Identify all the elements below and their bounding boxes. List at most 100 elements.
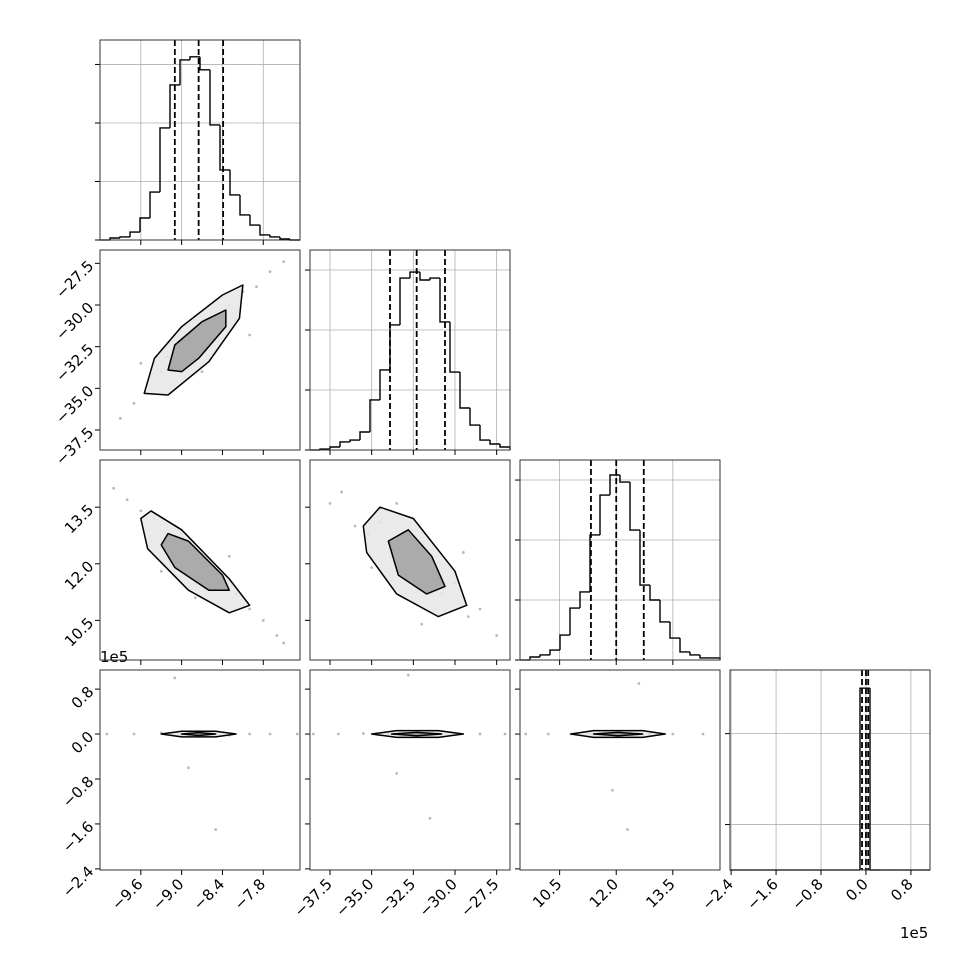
histogram-bin (239, 194, 250, 216)
sample-point (282, 260, 286, 264)
histogram-bin (459, 372, 470, 409)
histogram-bin (629, 482, 640, 531)
sample-point (637, 682, 641, 685)
contour (180, 731, 217, 737)
histogram-bin (109, 237, 120, 240)
panel-frame (99, 669, 301, 871)
sample-point (268, 270, 272, 274)
histogram-bin (469, 408, 480, 426)
sample-point (478, 607, 482, 611)
histogram-bin (449, 321, 460, 373)
y-tick-label: 12.0 (61, 557, 97, 593)
sample-point (428, 816, 432, 820)
histogram-bin (549, 649, 560, 655)
histogram-bin (379, 369, 390, 400)
histogram-bin (669, 621, 680, 639)
sample-point (261, 618, 265, 622)
y-tick-label: 10.5 (61, 614, 97, 650)
histogram-bin (199, 56, 210, 71)
sample-point (626, 828, 629, 831)
histogram-bin (139, 217, 150, 233)
sample-point (353, 524, 357, 528)
sample-point (200, 370, 204, 374)
y-tick-label: −1.6 (59, 818, 97, 856)
sample-point (503, 732, 507, 736)
histogram-bin (189, 56, 200, 60)
sample-point (466, 615, 470, 619)
x-tick-label: −1.6 (743, 875, 781, 913)
sample-point (173, 676, 177, 680)
histogram-bin (589, 534, 600, 592)
sample-point (255, 285, 258, 289)
histogram-bin (679, 638, 690, 653)
sample-point (282, 641, 286, 645)
histogram-bin (209, 69, 220, 126)
histogram-bin (249, 214, 260, 226)
y-tick-label: −27.5 (52, 257, 97, 302)
sample-point (248, 607, 252, 611)
sample-point (328, 501, 332, 505)
sample-point (524, 732, 528, 736)
x-tick-label: −9.6 (108, 875, 146, 913)
histogram-bin (479, 425, 490, 441)
histogram-bin (219, 124, 230, 171)
x-tick-label: 10.5 (529, 875, 565, 911)
sample-point (295, 732, 299, 736)
sample-point (248, 333, 252, 337)
sample-point (311, 732, 315, 736)
histogram-bin (399, 277, 410, 325)
sample-point (132, 732, 136, 736)
sample-point (248, 732, 252, 736)
histogram-bin (659, 600, 670, 623)
contour (167, 309, 227, 373)
panel-frame (309, 669, 511, 871)
panel-frame (309, 249, 511, 451)
x-tick-label: 0.0 (842, 875, 872, 905)
histogram-bin (599, 494, 610, 535)
histogram-bin (389, 324, 400, 370)
x-tick-label: −2.4 (698, 875, 736, 913)
histogram-bin (279, 236, 290, 240)
panel-frame (99, 39, 301, 241)
histogram-bin (639, 530, 650, 586)
histogram-bin (699, 654, 710, 659)
x-tick-label: −27.5 (457, 875, 502, 920)
sample-point (671, 732, 675, 736)
y-tick-label: −32.5 (52, 340, 97, 385)
sample-point (461, 551, 465, 554)
sample-point (268, 732, 272, 736)
sample-point (495, 634, 499, 637)
x-tick-label: −30.0 (416, 875, 461, 920)
y-tick-label: 0.0 (68, 728, 98, 758)
histogram-bin (429, 277, 440, 280)
sample-point (340, 490, 344, 494)
sample-point (139, 361, 143, 365)
panel-frame (99, 459, 301, 661)
panel-frame (729, 669, 931, 871)
x-tick-label: −9.0 (149, 875, 187, 913)
sample-point (159, 569, 163, 573)
histogram-bin (409, 271, 420, 279)
histogram-bin (499, 444, 511, 450)
histogram-bin (689, 651, 700, 656)
histogram-bin (369, 399, 380, 433)
panel-frame (99, 249, 301, 451)
sample-point (370, 566, 374, 569)
y-tick-label: −37.5 (52, 424, 97, 469)
histogram-bin (339, 441, 350, 448)
y-tick-label: 0.8 (68, 683, 98, 713)
histogram-bin (529, 656, 540, 660)
sample-point (395, 771, 399, 775)
histogram-bin (559, 634, 570, 651)
x-tick-label: 13.5 (642, 875, 678, 911)
x-tick-label: 12.0 (586, 875, 622, 911)
y-tick-label: −2.4 (59, 863, 97, 901)
histogram-bin (419, 272, 430, 281)
sample-point (336, 732, 340, 736)
histogram-bin (169, 84, 180, 128)
sample-point (227, 554, 231, 558)
sample-point (420, 622, 424, 626)
x-tick-label: −0.8 (788, 875, 826, 913)
panel-frame (519, 669, 721, 871)
